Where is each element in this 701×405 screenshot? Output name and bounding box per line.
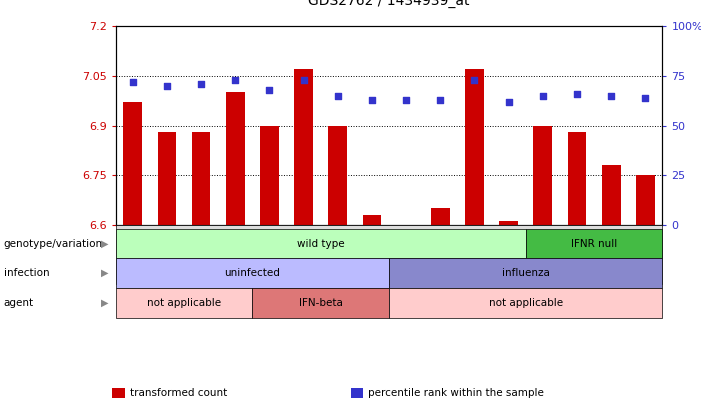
Bar <box>226 92 245 225</box>
Bar <box>431 208 450 225</box>
Bar <box>601 165 620 225</box>
Point <box>435 96 446 103</box>
Text: transformed count: transformed count <box>130 388 227 398</box>
Point <box>298 77 309 83</box>
Point <box>606 92 617 99</box>
Bar <box>533 126 552 225</box>
Point <box>230 77 241 83</box>
Text: uninfected: uninfected <box>224 268 280 278</box>
Point <box>503 98 515 105</box>
Bar <box>123 102 142 225</box>
Point <box>571 91 583 97</box>
Point <box>161 83 172 89</box>
Bar <box>260 126 279 225</box>
Text: ▶: ▶ <box>101 239 109 249</box>
Point <box>127 79 138 85</box>
Bar <box>328 126 347 225</box>
Text: ▶: ▶ <box>101 268 109 278</box>
Bar <box>362 215 381 225</box>
Text: agent: agent <box>4 298 34 308</box>
Bar <box>158 132 177 225</box>
Bar <box>191 132 210 225</box>
Point <box>469 77 480 83</box>
Text: IFN-beta: IFN-beta <box>299 298 343 308</box>
Text: influenza: influenza <box>502 268 550 278</box>
Bar <box>465 69 484 225</box>
Point <box>367 96 378 103</box>
Bar <box>499 222 518 225</box>
Point <box>264 87 275 93</box>
Point <box>537 92 548 99</box>
Text: GDS2762 / 1434939_at: GDS2762 / 1434939_at <box>308 0 470 8</box>
Point <box>640 94 651 101</box>
Text: infection: infection <box>4 268 49 278</box>
Text: percentile rank within the sample: percentile rank within the sample <box>368 388 544 398</box>
Bar <box>568 132 587 225</box>
Bar <box>636 175 655 225</box>
Text: not applicable: not applicable <box>489 298 563 308</box>
Point <box>332 92 343 99</box>
Text: genotype/variation: genotype/variation <box>4 239 102 249</box>
Point <box>400 96 411 103</box>
Text: IFNR null: IFNR null <box>571 239 617 249</box>
Text: not applicable: not applicable <box>147 298 221 308</box>
Point <box>196 81 207 87</box>
Text: wild type: wild type <box>297 239 344 249</box>
Text: ▶: ▶ <box>101 298 109 308</box>
Bar <box>294 69 313 225</box>
